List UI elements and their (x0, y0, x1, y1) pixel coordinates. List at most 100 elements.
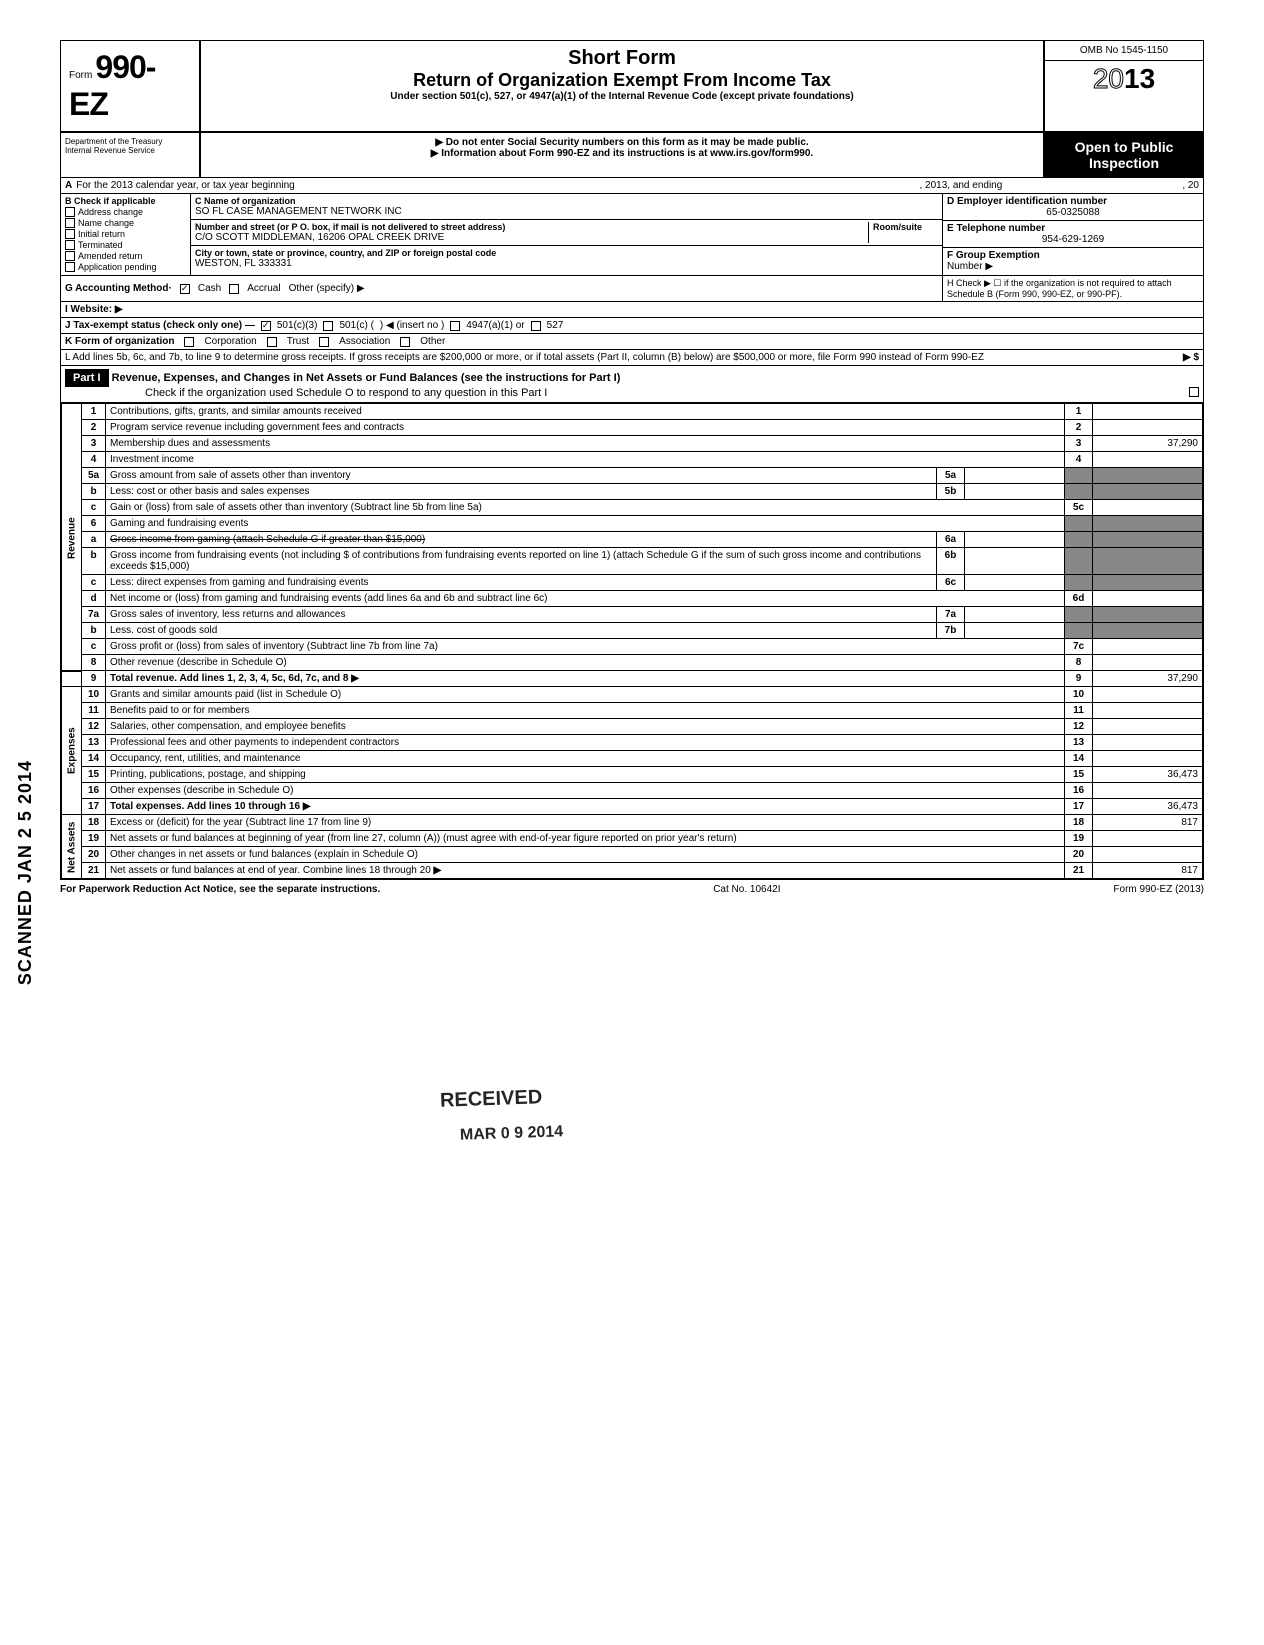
amount-21: 817 (1093, 863, 1203, 879)
amount-3: 37,290 (1093, 436, 1203, 452)
check-address-change[interactable]: Address change (65, 207, 186, 217)
check-column: B Check if applicable Address change Nam… (61, 194, 191, 275)
footer-mid: Cat No. 10642I (713, 884, 780, 895)
h-cell: H Check ▶ ☐ if the organization is not r… (943, 276, 1203, 301)
amount-4 (1093, 452, 1203, 468)
info-line: ▶ Information about Form 990-EZ and its … (205, 148, 1039, 159)
check-4947[interactable] (450, 321, 460, 331)
check-accrual[interactable] (229, 284, 239, 294)
sub-5b (965, 484, 1065, 500)
city-label: City or town, state or province, country… (195, 248, 938, 258)
check-527[interactable] (531, 321, 541, 331)
part1-label: Part I (65, 369, 109, 387)
sub-7a (965, 607, 1065, 623)
check-initial-return[interactable]: Initial return (65, 229, 186, 239)
form-990ez: Form 990-EZ Short Form Return of Organiz… (60, 40, 1204, 880)
l-arrow: ▶ $ (1183, 352, 1199, 363)
i-label: I Website: ▶ (65, 304, 123, 315)
dept-cell: Department of the Treasury Internal Reve… (61, 133, 201, 177)
line-k: K Form of organization Corporation Trust… (61, 334, 1203, 350)
b-label: B Check if applicable (65, 196, 186, 206)
part1-checkbox[interactable] (1189, 387, 1199, 397)
amount-6d (1093, 591, 1203, 607)
cash-label: Cash (198, 283, 221, 294)
amount-7c (1093, 639, 1203, 655)
open-public: Open to Public Inspection (1043, 133, 1203, 177)
amount-10 (1093, 687, 1203, 703)
amount-19 (1093, 831, 1203, 847)
check-terminated[interactable]: Terminated (65, 240, 186, 250)
amount-12 (1093, 719, 1203, 735)
e-label: E Telephone number (947, 223, 1199, 234)
check-corporation[interactable] (184, 337, 194, 347)
year-suffix: 13 (1124, 63, 1155, 94)
amount-17: 36,473 (1093, 799, 1203, 815)
k-label: K Form of organization (65, 336, 174, 347)
sub-5a (965, 468, 1065, 484)
section-b: B Check if applicable Address change Nam… (61, 194, 1203, 276)
scanned-stamp: SCANNED JAN 2 5 2014 (15, 760, 36, 985)
amount-15: 36,473 (1093, 767, 1203, 783)
address: C/O SCOTT MIDDLEMAN, 16206 OPAL CREEK DR… (195, 232, 868, 243)
amount-16 (1093, 783, 1203, 799)
c-label: C Name of organization (195, 196, 938, 206)
check-association[interactable] (319, 337, 329, 347)
check-application-pending[interactable]: Application pending (65, 262, 186, 272)
expenses-label: Expenses (62, 687, 82, 815)
d-label: D Employer identification number (947, 196, 1199, 207)
sub-6b (965, 548, 1065, 575)
amount-1 (1093, 404, 1203, 420)
line-i: I Website: ▶ (61, 302, 1203, 318)
check-amended[interactable]: Amended return (65, 251, 186, 261)
form-number: 990-EZ (69, 49, 155, 122)
part1-title: Revenue, Expenses, and Changes in Net As… (112, 372, 621, 384)
main-title: Return of Organization Exempt From Incom… (211, 70, 1033, 91)
room-label: Room/suite (873, 222, 938, 232)
g-label: G Accounting Method· (65, 283, 172, 294)
f-number: Number ▶ (947, 261, 993, 272)
amount-5c (1093, 500, 1203, 516)
ein: 65-0325088 (947, 207, 1199, 218)
footer: For Paperwork Reduction Act Notice, see … (60, 880, 1204, 899)
line-a-text2: , 2013, and ending (919, 180, 1002, 191)
check-501c[interactable] (323, 321, 333, 331)
line-a-text1: For the 2013 calendar year, or tax year … (76, 180, 294, 191)
form-prefix: Form (69, 70, 92, 81)
mid-column: C Name of organization SO FL CASE MANAGE… (191, 194, 943, 275)
amount-18: 817 (1093, 815, 1203, 831)
amount-8 (1093, 655, 1203, 671)
received-date-stamp: MAR 0 9 2014 (460, 1123, 564, 1145)
sub-6a (965, 532, 1065, 548)
under-section: Under section 501(c), 527, or 4947(a)(1)… (211, 91, 1033, 102)
city: WESTON, FL 333331 (195, 258, 938, 269)
amount-13 (1093, 735, 1203, 751)
l-text: L Add lines 5b, 6c, and 7b, to line 9 to… (65, 352, 1183, 363)
short-form-title: Short Form (211, 47, 1033, 70)
phone: 954-629-1269 (947, 234, 1199, 245)
line-g-row: G Accounting Method· Cash Accrual Other … (61, 276, 1203, 302)
check-cash[interactable] (180, 284, 190, 294)
main-table: Revenue 1 Contributions, gifts, grants, … (61, 403, 1203, 879)
net-assets-label: Net Assets (62, 815, 82, 879)
line-a-label: A (65, 180, 72, 191)
tax-year: 2013 (1045, 61, 1203, 97)
check-name-change[interactable]: Name change (65, 218, 186, 228)
j-label: J Tax-exempt status (check only one) — (65, 320, 255, 331)
org-name: SO FL CASE MANAGEMENT NETWORK INC (195, 206, 938, 217)
line-j: J Tax-exempt status (check only one) — 5… (61, 318, 1203, 334)
line-a-text3: , 20 (1182, 180, 1199, 191)
footer-left: For Paperwork Reduction Act Notice, see … (60, 884, 380, 895)
other-label: Other (specify) ▶ (289, 283, 365, 294)
check-trust[interactable] (267, 337, 277, 347)
right-header: OMB No 1545-1150 2013 (1043, 41, 1203, 131)
title-cell: Short Form Return of Organization Exempt… (201, 41, 1043, 131)
accrual-label: Accrual (247, 283, 280, 294)
sub-6c (965, 575, 1065, 591)
form-number-cell: Form 990-EZ (61, 41, 201, 131)
year-prefix: 20 (1093, 63, 1124, 94)
sub-7b (965, 623, 1065, 639)
part1-check-text: Check if the organization used Schedule … (145, 387, 547, 399)
line-l: L Add lines 5b, 6c, and 7b, to line 9 to… (61, 350, 1203, 366)
check-other-org[interactable] (400, 337, 410, 347)
check-501c3[interactable] (261, 321, 271, 331)
